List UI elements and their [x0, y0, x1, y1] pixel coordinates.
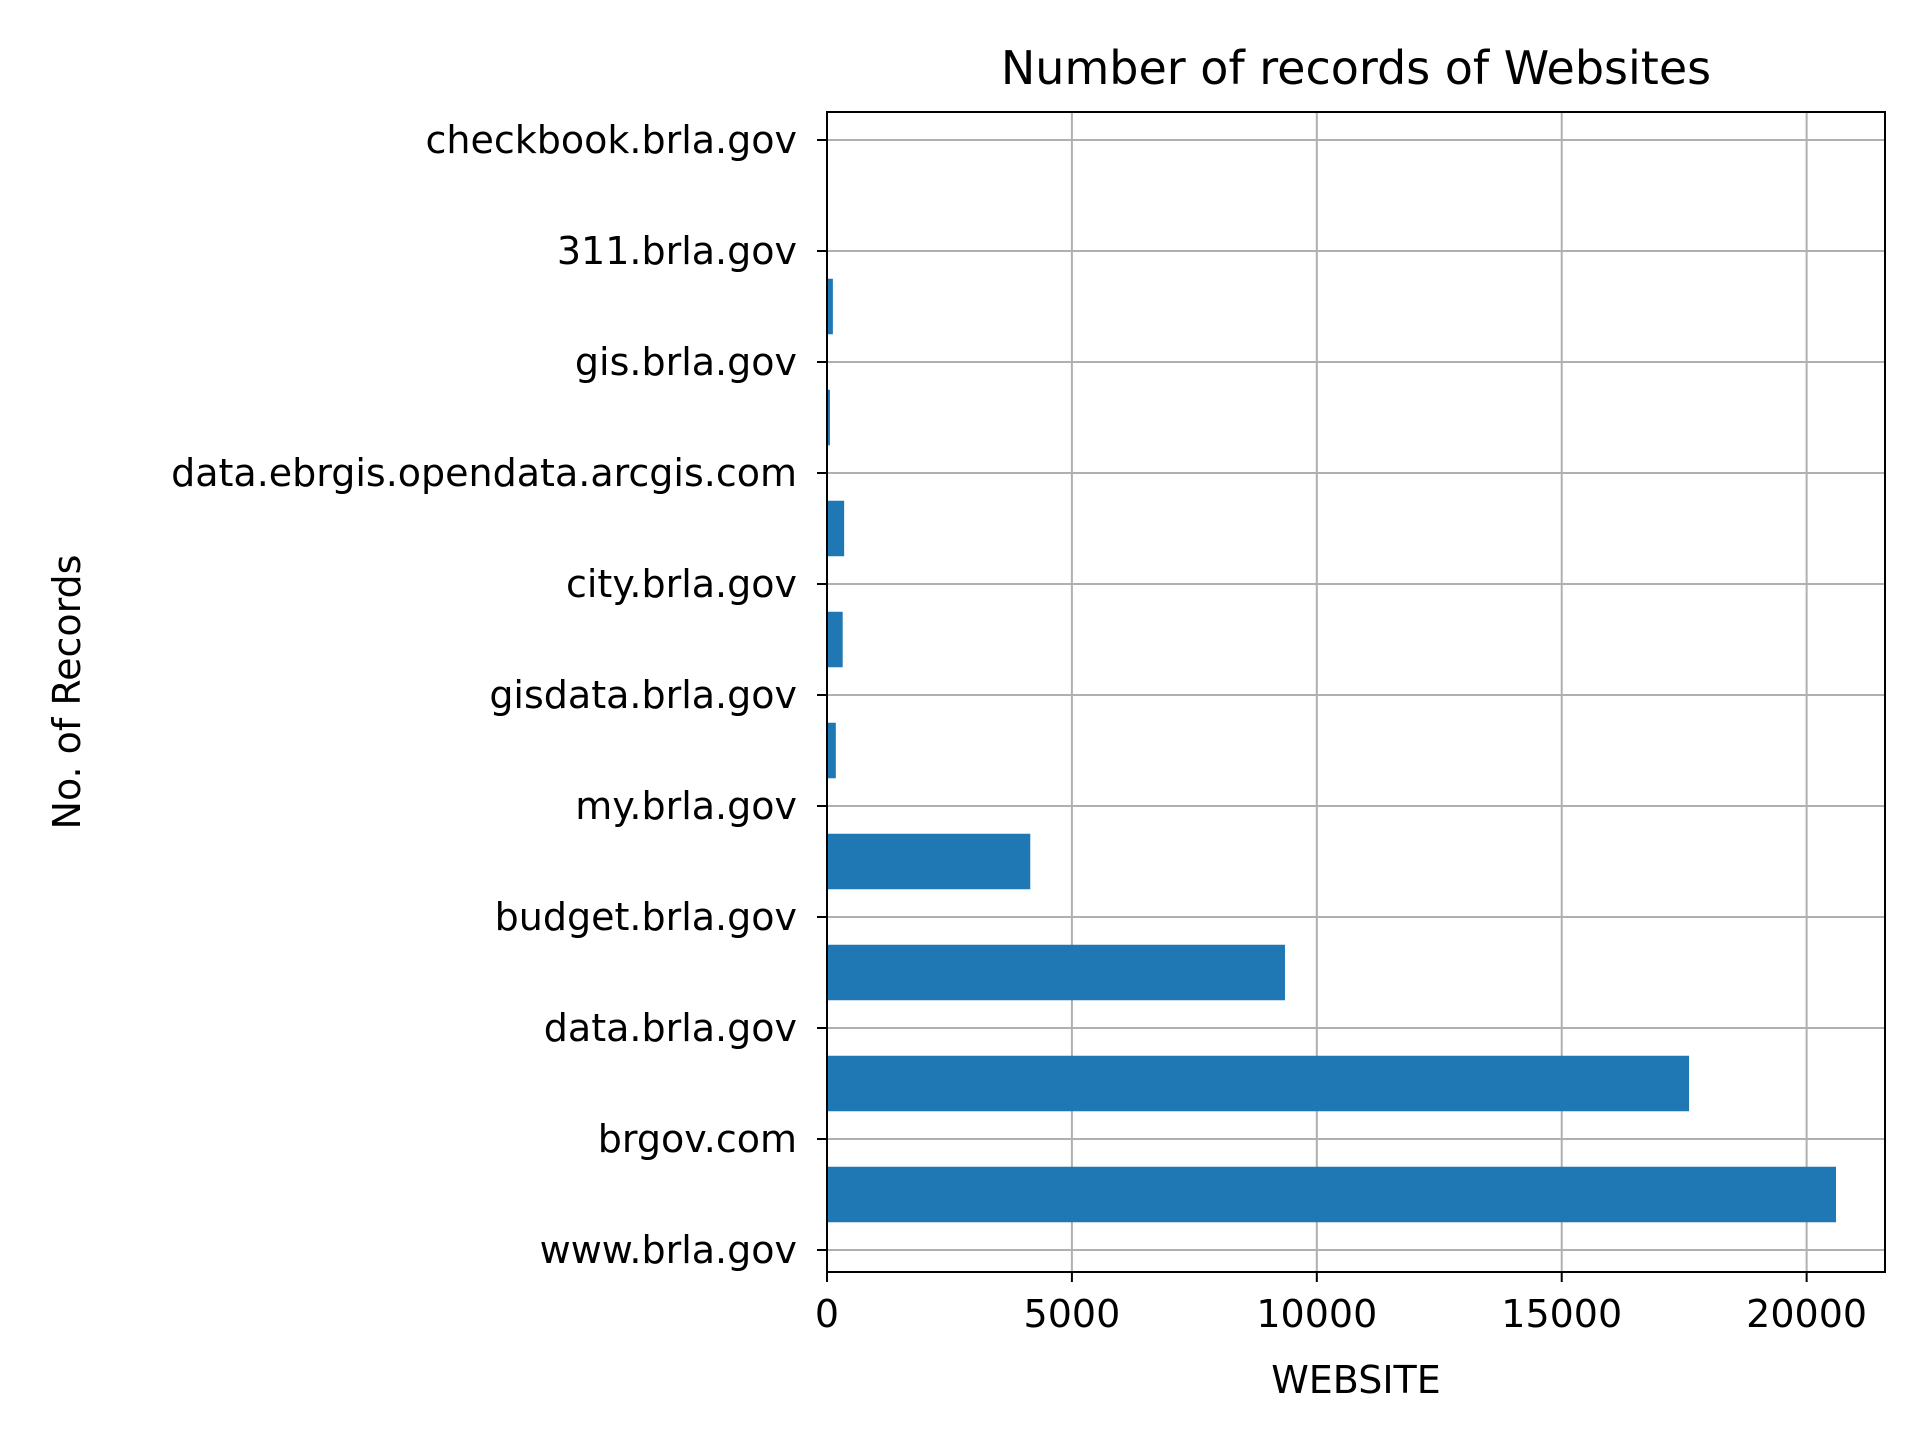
- x-tick-label: 20000: [1746, 1292, 1867, 1336]
- x-axis-label: WEBSITE: [1271, 1358, 1441, 1402]
- y-tick-label: brgov.com: [598, 1117, 797, 1161]
- bar-brgov-com: [827, 1055, 1690, 1112]
- y-tick-label: data.ebrgis.opendata.arcgis.com: [171, 451, 797, 495]
- grid-layer: [826, 112, 1885, 1272]
- bar-www-brla-gov: [827, 1166, 1837, 1223]
- bar-layer: [827, 278, 1837, 1223]
- y-tick-label: checkbook.brla.gov: [426, 118, 797, 162]
- y-tick-label: city.brla.gov: [566, 562, 797, 606]
- x-tick-label: 10000: [1256, 1292, 1377, 1336]
- bar-my-brla-gov: [827, 722, 836, 779]
- y-tick-label: www.brla.gov: [540, 1228, 797, 1272]
- y-axis-label: No. of Records: [45, 555, 89, 830]
- y-tick-label: gisdata.brla.gov: [489, 673, 797, 717]
- bar-budget-brla-gov: [827, 833, 1031, 890]
- plot-frame: [826, 111, 1886, 1273]
- y-tick-label: data.brla.gov: [544, 1006, 797, 1050]
- bar-data-ebrgis-opendata-arcgis-com: [827, 389, 830, 446]
- bar-data-brla-gov: [827, 944, 1285, 1001]
- bar-gisdata-brla-gov: [827, 611, 843, 668]
- y-tick-label: my.brla.gov: [575, 784, 797, 828]
- tick-layer: 0 5000 10000 15000 20000 www.brla.gov brgov.co…: [171, 118, 1867, 1336]
- x-tick-label: 15000: [1501, 1292, 1622, 1336]
- x-tick-label: 5000: [1024, 1292, 1121, 1336]
- y-tick-label: budget.brla.gov: [495, 895, 797, 939]
- y-tick-label: gis.brla.gov: [575, 340, 797, 384]
- bar-city-brla-gov: [827, 500, 845, 557]
- x-tick-label: 0: [815, 1292, 839, 1336]
- bar-gis-brla-gov: [827, 278, 833, 335]
- y-tick-label: 311.brla.gov: [557, 229, 797, 273]
- chart-title: Number of records of Websites: [1001, 41, 1711, 95]
